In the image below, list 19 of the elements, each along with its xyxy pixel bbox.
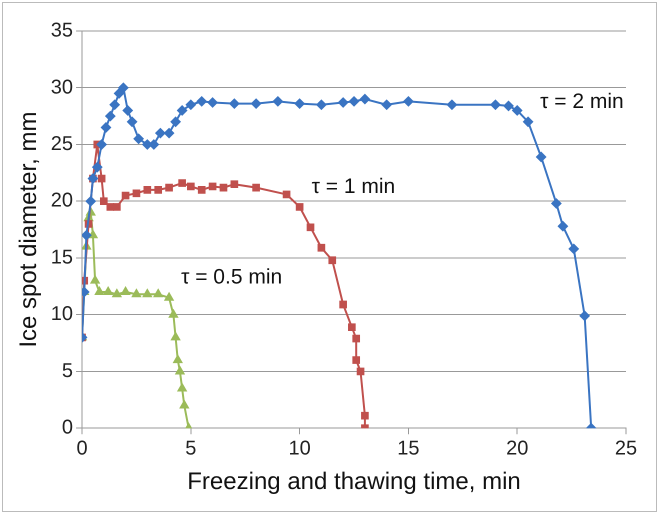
- x-axis-title: Freezing and thawing time, min: [187, 468, 521, 496]
- x-tick-label: 10: [288, 438, 311, 460]
- y-tick-label: 10: [50, 303, 74, 326]
- series-label: τ = 0.5 min: [181, 266, 282, 289]
- x-tick-label: 0: [76, 438, 88, 460]
- series-label: τ = 2 min: [540, 90, 624, 113]
- y-tick-label: 20: [50, 190, 74, 212]
- x-tick-label: 5: [185, 438, 196, 460]
- x-tick-label: 25: [614, 438, 638, 460]
- y-tick-label: 5: [62, 360, 74, 382]
- y-tick-label: 30: [50, 76, 74, 98]
- y-tick-label: 15: [50, 246, 74, 268]
- y-tick-label: 25: [50, 133, 74, 155]
- series-label: τ = 1 min: [312, 174, 396, 198]
- y-tick-label: 0: [62, 416, 74, 439]
- x-tick-label: 15: [397, 438, 420, 460]
- y-tick-label: 35: [50, 20, 74, 42]
- x-tick-label: 20: [506, 438, 528, 460]
- y-axis-title: Ice spot diameter, mm: [15, 112, 42, 348]
